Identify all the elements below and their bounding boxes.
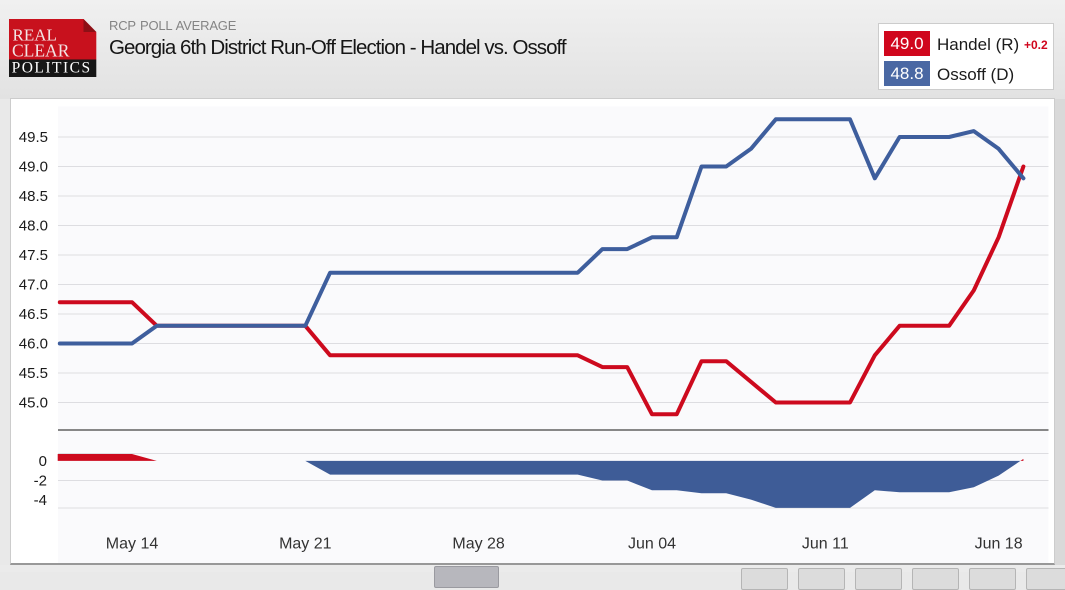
svg-text:REAL: REAL <box>13 26 57 45</box>
svg-text:49.5: 49.5 <box>19 129 48 146</box>
svg-text:48.0: 48.0 <box>19 218 48 235</box>
svg-text:49.0: 49.0 <box>19 159 48 176</box>
svg-text:May 21: May 21 <box>279 536 332 553</box>
svg-text:46.0: 46.0 <box>19 336 48 353</box>
svg-text:Jun 18: Jun 18 <box>975 536 1023 553</box>
svg-text:Jun 11: Jun 11 <box>802 536 849 553</box>
svg-text:47.5: 47.5 <box>19 247 48 264</box>
svg-text:May 28: May 28 <box>452 536 505 553</box>
svg-text:Jun 04: Jun 04 <box>628 536 676 553</box>
svg-text:0: 0 <box>39 453 47 470</box>
svg-text:45.5: 45.5 <box>19 365 48 382</box>
svg-text:47.0: 47.0 <box>19 277 48 294</box>
svg-text:46.5: 46.5 <box>19 306 48 323</box>
svg-text:48.5: 48.5 <box>19 188 48 205</box>
svg-text:-4: -4 <box>34 492 47 509</box>
svg-text:45.0: 45.0 <box>19 395 48 412</box>
svg-text:May 14: May 14 <box>106 536 159 553</box>
svg-text:-2: -2 <box>34 473 47 490</box>
svg-text:POLITICS: POLITICS <box>12 59 92 76</box>
svg-text:CLEAR: CLEAR <box>12 41 70 61</box>
